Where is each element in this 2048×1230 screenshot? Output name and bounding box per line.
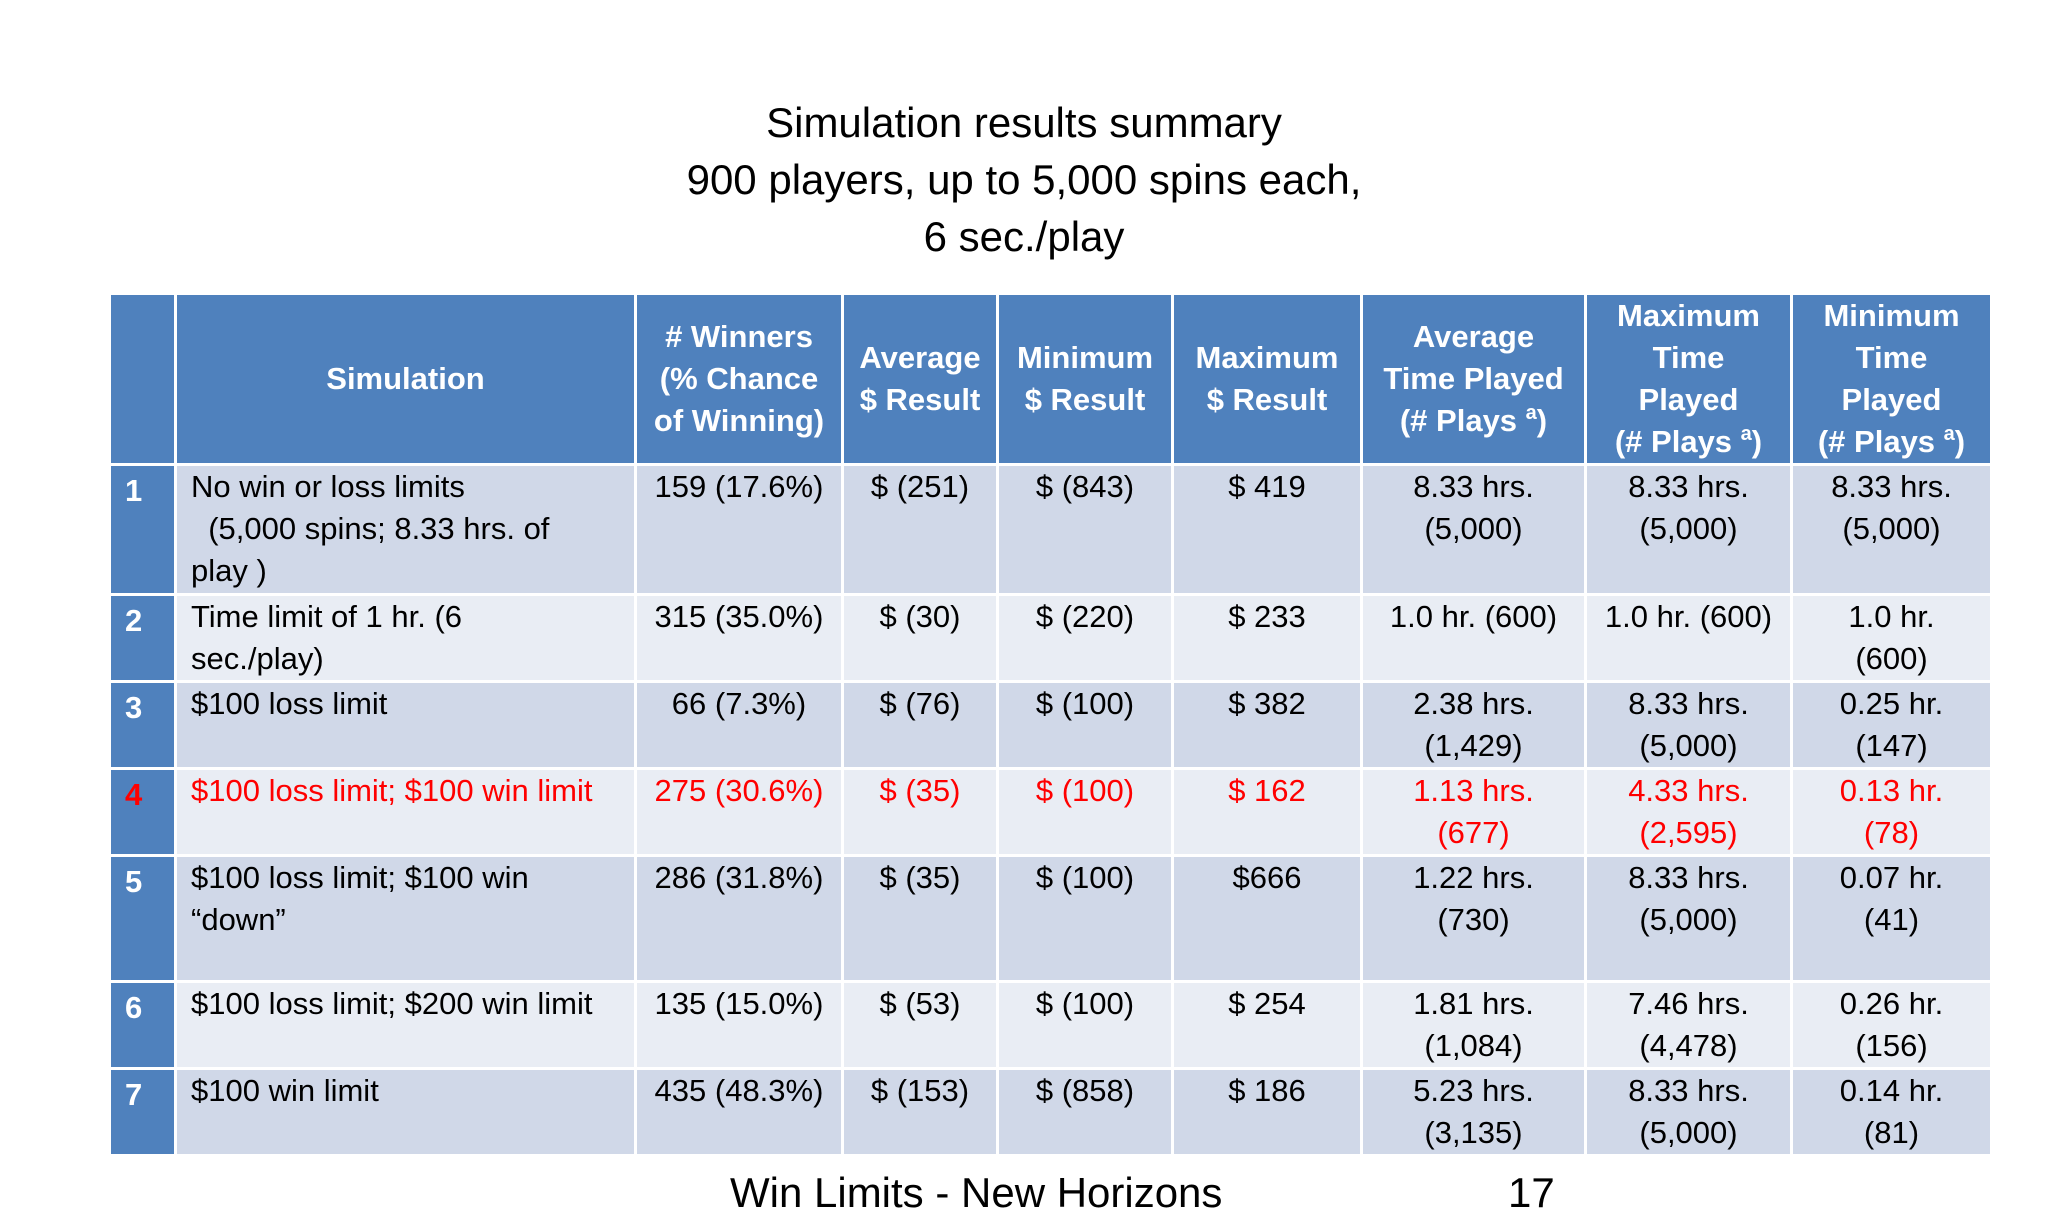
minimum-time-cell: 0.07 hr. (41) (1790, 854, 1993, 983)
table-row: 2 Time limit of 1 hr. (6 sec./play) 315 … (108, 593, 1993, 683)
average-time-cell: 1.22 hrs. (730) (1360, 854, 1587, 983)
simulation-cell: $100 loss limit; $100 win limit (174, 767, 637, 857)
header-maximum-time-played: Maximum Time Played (# Plays a) (1584, 292, 1793, 466)
minimum-time-cell: 0.26 hr. (156) (1790, 980, 1993, 1070)
minimum-time-cell: 1.0 hr. (600) (1790, 593, 1993, 683)
header-minimum-time-played: Minimum Time Played (# Plays a) (1790, 292, 1993, 466)
simulation-cell: $100 loss limit (174, 680, 637, 770)
maximum-time-cell: 1.0 hr. (600) (1584, 593, 1793, 683)
table-row: 5 $100 loss limit; $100 win “down” 286 (… (108, 854, 1993, 983)
average-result-cell: $ (30) (841, 593, 999, 683)
simulation-cell: No win or loss limits (5,000 spins; 8.33… (174, 463, 637, 596)
row-number: 1 (108, 463, 177, 596)
average-time-cell: 5.23 hrs. (3,135) (1360, 1067, 1587, 1157)
maximum-result-cell: $ 162 (1171, 767, 1363, 857)
maximum-time-cell: 8.33 hrs. (5,000) (1584, 1067, 1793, 1157)
simulation-cell: Time limit of 1 hr. (6 sec./play) (174, 593, 637, 683)
maximum-result-cell: $ 233 (1171, 593, 1363, 683)
maximum-time-cell: 8.33 hrs. (5,000) (1584, 680, 1793, 770)
winners-cell: 275 (30.6%) (634, 767, 844, 857)
table-row: 7 $100 win limit 435 (48.3%) $ (153) $ (… (108, 1067, 1993, 1157)
simulation-cell: $100 win limit (174, 1067, 637, 1157)
title-line-3: 6 sec./play (923, 213, 1125, 260)
minimum-result-cell: $ (100) (996, 854, 1174, 983)
maximum-result-cell: $ 186 (1171, 1067, 1363, 1157)
maximum-result-cell: $666 (1171, 854, 1363, 983)
table-row: 3 $100 loss limit 66 (7.3%) $ (76) $ (10… (108, 680, 1993, 770)
row-number: 4 (108, 767, 177, 857)
average-result-cell: $ (153) (841, 1067, 999, 1157)
maximum-time-cell: 8.33 hrs. (5,000) (1584, 463, 1793, 596)
minimum-time-cell: 0.13 hr. (78) (1790, 767, 1993, 857)
row-number: 5 (108, 854, 177, 983)
maximum-result-cell: $ 382 (1171, 680, 1363, 770)
row-number: 2 (108, 593, 177, 683)
slide-footer: Win Limits - New Horizons 17 (0, 1165, 2048, 1221)
header-index (108, 292, 177, 466)
header-average-result: Average $ Result (841, 292, 999, 466)
title-line-1: Simulation results summary (766, 99, 1282, 146)
maximum-result-cell: $ 254 (1171, 980, 1363, 1070)
average-time-cell: 2.38 hrs. (1,429) (1360, 680, 1587, 770)
winners-cell: 66 (7.3%) (634, 680, 844, 770)
average-result-cell: $ (35) (841, 767, 999, 857)
average-time-cell: 1.13 hrs. (677) (1360, 767, 1587, 857)
footer-text: Win Limits - New Horizons (730, 1169, 1223, 1216)
title-line-2: 900 players, up to 5,000 spins each, (686, 156, 1362, 203)
row-number: 7 (108, 1067, 177, 1157)
simulation-results-table: Simulation # Winners (% Chance of Winnin… (108, 292, 1993, 1157)
minimum-result-cell: $ (858) (996, 1067, 1174, 1157)
page-number: 17 (1508, 1169, 1555, 1216)
winners-cell: 159 (17.6%) (634, 463, 844, 596)
minimum-result-cell: $ (100) (996, 680, 1174, 770)
minimum-result-cell: $ (100) (996, 767, 1174, 857)
winners-cell: 135 (15.0%) (634, 980, 844, 1070)
average-result-cell: $ (251) (841, 463, 999, 596)
minimum-time-cell: 8.33 hrs. (5,000) (1790, 463, 1993, 596)
winners-cell: 286 (31.8%) (634, 854, 844, 983)
header-winners: # Winners (% Chance of Winning) (634, 292, 844, 466)
minimum-result-cell: $ (843) (996, 463, 1174, 596)
header-minimum-result: Minimum $ Result (996, 292, 1174, 466)
header-average-time-played: Average Time Played (# Plays a) (1360, 292, 1587, 466)
minimum-time-cell: 0.25 hr. (147) (1790, 680, 1993, 770)
minimum-result-cell: $ (100) (996, 980, 1174, 1070)
winners-cell: 435 (48.3%) (634, 1067, 844, 1157)
average-result-cell: $ (76) (841, 680, 999, 770)
row-number: 3 (108, 680, 177, 770)
average-time-cell: 1.81 hrs. (1,084) (1360, 980, 1587, 1070)
maximum-time-cell: 7.46 hrs. (4,478) (1584, 980, 1793, 1070)
minimum-time-cell: 0.14 hr. (81) (1790, 1067, 1993, 1157)
header-maximum-result: Maximum $ Result (1171, 292, 1363, 466)
maximum-time-cell: 4.33 hrs. (2,595) (1584, 767, 1793, 857)
minimum-result-cell: $ (220) (996, 593, 1174, 683)
slide-title: Simulation results summary 900 players, … (0, 94, 2048, 265)
maximum-result-cell: $ 419 (1171, 463, 1363, 596)
row-number: 6 (108, 980, 177, 1070)
table-row-highlighted: 4 $100 loss limit; $100 win limit 275 (3… (108, 767, 1993, 857)
header-simulation: Simulation (174, 292, 637, 466)
average-time-cell: 8.33 hrs. (5,000) (1360, 463, 1587, 596)
simulation-cell: $100 loss limit; $200 win limit (174, 980, 637, 1070)
table-row: 1 No win or loss limits (5,000 spins; 8.… (108, 463, 1993, 596)
simulation-cell: $100 loss limit; $100 win “down” (174, 854, 637, 983)
average-time-cell: 1.0 hr. (600) (1360, 593, 1587, 683)
table-row: 6 $100 loss limit; $200 win limit 135 (1… (108, 980, 1993, 1070)
header-row: Simulation # Winners (% Chance of Winnin… (108, 292, 1993, 466)
maximum-time-cell: 8.33 hrs. (5,000) (1584, 854, 1793, 983)
average-result-cell: $ (53) (841, 980, 999, 1070)
average-result-cell: $ (35) (841, 854, 999, 983)
winners-cell: 315 (35.0%) (634, 593, 844, 683)
